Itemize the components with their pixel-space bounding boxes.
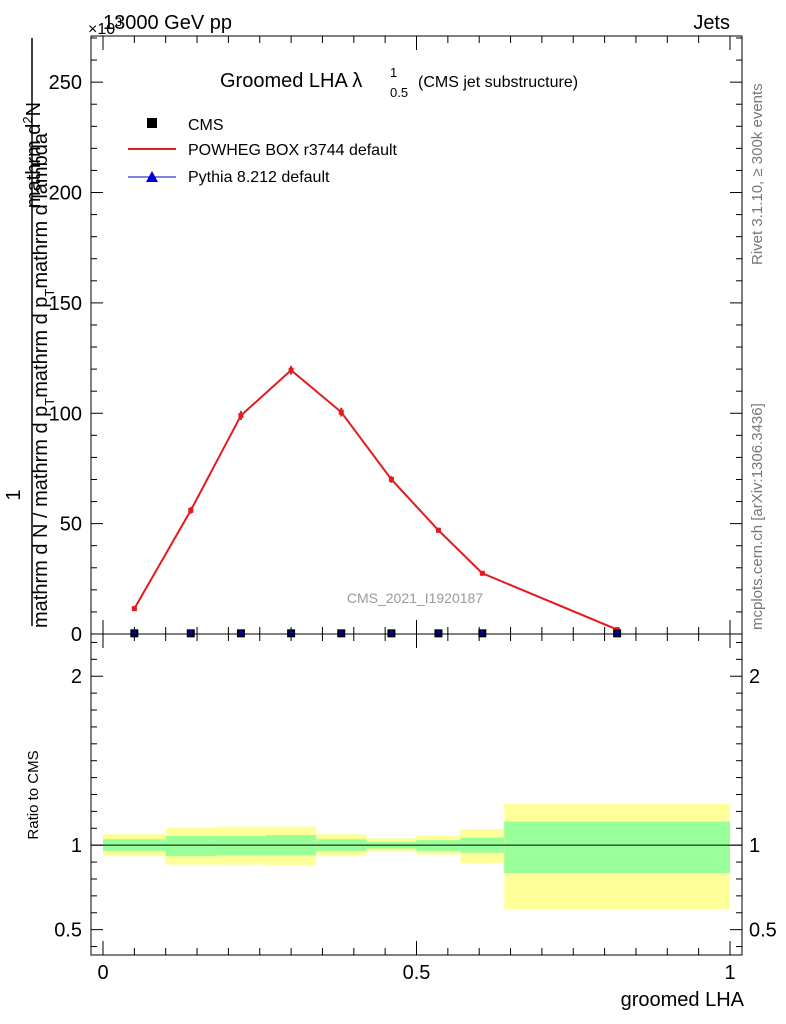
main-panel: 0 50 100 150 200 250 Groomed LHA λ 1 0.5 (CMS… — [49, 35, 743, 646]
legend-cms-label: CMS — [188, 117, 224, 134]
ratio-y-tick-label: 1 — [71, 835, 82, 857]
y-label-numerator: mathrm d2N — [20, 102, 45, 208]
ratio-y-label: Ratio to CMS — [25, 750, 42, 839]
ratio-x-ticks: 0 0.5 1 — [97, 634, 736, 984]
plot-title-lambda: λ — [352, 70, 362, 92]
ratio-stat-band — [504, 821, 730, 874]
legend-pythia-label: Pythia 8.212 default — [188, 169, 330, 186]
main-y-ticks: 0 50 100 150 200 250 — [49, 37, 742, 646]
ratio-panel: 0.5 0.51 12 2 0 0.5 1 Ratio to CMS groomed LH… — [25, 633, 777, 1011]
y-label-num-end: N — [23, 102, 45, 116]
source-label: mcplots.cern.ch [arXiv:1306.3436] — [749, 403, 766, 630]
x-tick-label: 0.5 — [403, 962, 431, 984]
x-axis-label: groomed LHA — [621, 989, 745, 1011]
ratio-y-tick-label-right: 2 — [749, 666, 760, 688]
powheg-point — [288, 367, 294, 373]
y-label-den-sub-b: T — [42, 289, 57, 297]
plot-title-suffix: (CMS jet substructure) — [418, 74, 578, 91]
ratio-y-ticks: 0.5 0.5 1 1 2 2 — [54, 641, 777, 948]
main-y-tick-label: 100 — [49, 403, 82, 425]
watermark: CMS_2021_I1920187 — [347, 590, 483, 606]
main-y-tick-label: 0 — [71, 624, 82, 646]
x-tick-label: 1 — [724, 962, 735, 984]
y-label-num-main: mathrm d — [23, 124, 45, 208]
legend: CMS POWHEG BOX r3744 default Pythia 8.21… — [128, 117, 398, 186]
powheg-point — [188, 507, 194, 513]
main-y-tick-label: 150 — [49, 293, 82, 315]
ratio-y-tick-label-right: 0.5 — [749, 920, 777, 942]
y-label-den-c: mathrm d lambda — [30, 132, 52, 288]
legend-powheg-label: POWHEG BOX r3744 default — [188, 142, 398, 159]
rivet-label: Rivet 3.1.10, ≥ 300k events — [749, 83, 766, 265]
main-y-tick-label: 200 — [49, 183, 82, 205]
powheg-point — [338, 409, 344, 415]
legend-pythia-marker — [146, 171, 158, 182]
powheg-point — [131, 606, 137, 612]
plot-title-sup: 1 — [390, 65, 397, 80]
main-y-tick-label: 50 — [60, 514, 82, 536]
powheg-point — [388, 476, 394, 482]
exponent-label: ×103 — [88, 15, 122, 38]
main-y-label: 1 mathrm d2N mathrm d N / mathrm d pTmat… — [3, 38, 57, 628]
legend-cms-marker — [147, 118, 157, 128]
main-y-tick-label: 250 — [49, 72, 82, 94]
plot-title-main: Groomed LHA — [220, 70, 348, 92]
cms-points — [130, 629, 622, 638]
plot-title: Groomed LHA λ — [220, 70, 362, 92]
powheg-point — [238, 412, 244, 418]
ratio-y-tick-label: 0.5 — [54, 920, 82, 942]
powheg-point — [435, 527, 441, 533]
ratio-stat-band — [165, 835, 216, 857]
y-label-num-sup: 2 — [20, 116, 35, 123]
ratio-bands — [103, 803, 730, 910]
y-label-den-sub-a: T — [42, 398, 57, 406]
y-label-den-b: mathrm d p — [30, 297, 52, 398]
process-label: Jets — [693, 12, 730, 34]
exponent-power: 3 — [115, 15, 122, 29]
y-label-den-a: mathrm d N / mathrm d p — [30, 406, 52, 628]
plot-title-sub: 0.5 — [390, 85, 408, 100]
main-x-ticks — [102, 36, 731, 634]
x-tick-label: 0 — [97, 962, 108, 984]
ratio-y-tick-label-right: 1 — [749, 835, 760, 857]
y-label-one: 1 — [3, 489, 25, 500]
energy-label: 13000 GeV pp — [103, 12, 232, 34]
y-label-denominator: mathrm d N / mathrm d pTmathrm d pTmathr… — [30, 132, 57, 628]
exponent-base: ×10 — [88, 21, 115, 38]
powheg-point — [479, 570, 485, 576]
ratio-y-tick-label: 2 — [71, 666, 82, 688]
powheg-series — [131, 365, 620, 633]
